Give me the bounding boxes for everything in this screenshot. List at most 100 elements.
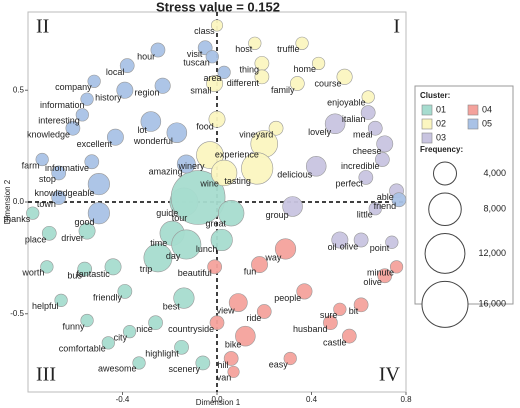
bubble-label: incredible (341, 161, 380, 171)
bubble (324, 113, 346, 135)
bubble (26, 206, 40, 220)
bubble (154, 77, 171, 94)
bubble-label: class (194, 26, 215, 36)
quadrant-label: IV (379, 364, 401, 386)
quadrant-label: III (36, 364, 56, 386)
bubble (196, 141, 224, 169)
bubble-label: tour (172, 213, 188, 223)
bubble (78, 222, 96, 240)
bubble (122, 325, 137, 339)
bubble (323, 315, 338, 331)
bubble-label: ride (246, 313, 261, 323)
bubble (80, 92, 94, 106)
bubble (65, 120, 81, 136)
bubble-label: olive (340, 241, 359, 251)
bubble-label: best (163, 302, 181, 312)
bubble-label: driver (61, 233, 84, 243)
bubble (376, 135, 394, 153)
bubble (143, 243, 173, 273)
size-legend-label: 8,000 (483, 204, 506, 214)
bubble-label: wonderful (133, 136, 173, 146)
bubble (205, 50, 219, 64)
bubble-label: point (370, 243, 390, 253)
bubble-label: family (271, 85, 295, 95)
bubble-label: guide (156, 208, 178, 218)
bubble-label: experience (215, 150, 259, 160)
bubble (248, 36, 262, 50)
quadrant-label: I (393, 16, 400, 38)
bubble (375, 152, 390, 167)
bubble (148, 315, 163, 331)
bubble-label: home (294, 64, 317, 74)
bubble (256, 304, 272, 319)
bubble-label: excellent (77, 139, 113, 149)
legend-swatch (421, 118, 433, 130)
bubble-label: winery (178, 161, 206, 171)
bubble (51, 190, 67, 205)
bubble (206, 75, 224, 92)
bubble-label: day (166, 251, 181, 261)
bubble (54, 293, 68, 307)
bubble-label: awesome (98, 364, 137, 374)
bubble (140, 111, 162, 132)
x-tick-label: 0.0 (211, 395, 223, 404)
bubble (228, 293, 248, 312)
bubble-label: scenery (168, 364, 200, 374)
bubble-label: sure (320, 310, 338, 320)
bubble (289, 76, 305, 91)
bubble (101, 336, 115, 350)
bubble-label: region (135, 88, 160, 98)
bubble-label: way (264, 253, 282, 263)
bubble-label: highlight (145, 349, 179, 359)
bubble-label: easy (269, 359, 289, 369)
bubble-label: knowledgeable (35, 188, 95, 198)
bubble (173, 287, 195, 309)
legend-swatch (421, 104, 433, 116)
bubble-label: city (114, 332, 128, 342)
bubble-label: company (55, 82, 92, 92)
bubble (210, 19, 224, 32)
bubble (87, 74, 101, 88)
bubble-label: beautiful (178, 268, 212, 278)
bubble-label: history (95, 92, 122, 102)
quadrant-label: II (36, 16, 49, 38)
legend-label: 04 (482, 104, 492, 114)
bubble-label: good (75, 217, 95, 227)
legend-label: 03 (436, 132, 446, 142)
bubble (208, 110, 226, 128)
bubble (119, 58, 135, 73)
bubble-label: town (37, 199, 56, 209)
bubble (358, 170, 374, 185)
chart-title: Stress value = 0.152 (156, 0, 280, 14)
bubble (333, 302, 347, 316)
bubble-label: small (190, 86, 211, 96)
bubble (311, 56, 326, 71)
bubble (40, 260, 54, 274)
bubble (75, 108, 89, 122)
bubble-label: course (314, 79, 341, 89)
legend-label: 02 (436, 118, 446, 128)
bubble-label: hour (137, 51, 155, 61)
bubble (218, 200, 245, 227)
bubble (241, 152, 274, 185)
x-tick-label: 0.8 (400, 395, 412, 404)
bubble (170, 170, 226, 225)
bubble (210, 159, 238, 187)
x-tick-label: -0.4 (116, 395, 130, 404)
bubble-label: husband (293, 324, 328, 334)
y-axis-title: Dimension 2 (3, 179, 12, 224)
bubble-label: food (196, 121, 214, 131)
bubble-label: visit (187, 49, 203, 59)
bubble-label: fantastic (76, 269, 110, 279)
bubble (51, 165, 67, 181)
x-tick-label: 0.4 (306, 395, 318, 404)
y-tick-label: 0.5 (13, 85, 25, 94)
bubble (305, 155, 327, 177)
bubble (274, 238, 297, 260)
bubble (209, 315, 225, 331)
bubble-label: time (150, 238, 167, 248)
size-legend-title: Frequency: (420, 145, 463, 154)
bubble-label: italian (342, 114, 366, 124)
bubble (104, 258, 122, 276)
bubble-label: wine (199, 178, 219, 188)
